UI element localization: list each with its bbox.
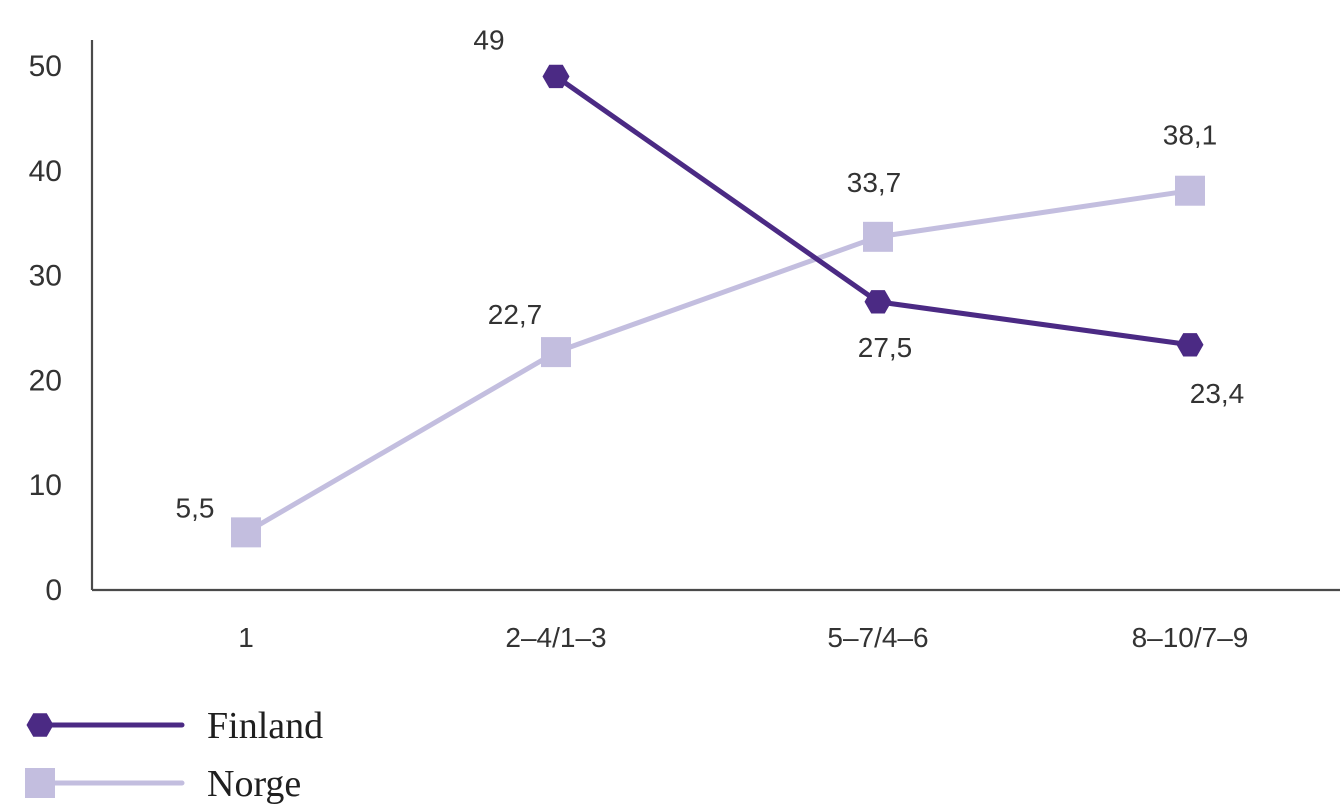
data-point-norge (541, 337, 571, 367)
x-tick-label: 2–4/1–3 (505, 622, 606, 653)
axes: 0 10 20 30 40 50 1 2–4/1–3 5–7/4–6 8–10/7–9 (29, 40, 1340, 653)
x-tick-label: 5–7/4–6 (827, 622, 928, 653)
data-label-finland: 49 (473, 24, 504, 55)
data-label-finland: 27,5 (858, 332, 913, 363)
y-tick-label: 0 (45, 574, 62, 607)
data-point-finland (1177, 333, 1204, 356)
data-label-finland: 23,4 (1190, 378, 1245, 409)
data-point-norge (1175, 176, 1205, 206)
series-line-norge (246, 191, 1190, 533)
y-tick-label: 40 (29, 155, 62, 188)
data-point-norge (231, 517, 261, 547)
legend-label-finland: Finland (207, 705, 323, 747)
y-tick-label: 30 (29, 260, 62, 293)
data-label-norge: 5,5 (176, 492, 215, 523)
data-label-norge: 22,7 (488, 299, 543, 330)
data-point-norge (863, 222, 893, 252)
legend-label-norge: Norge (207, 763, 301, 805)
x-tick-label: 1 (238, 622, 254, 653)
y-tick-label: 20 (29, 364, 62, 397)
legend: Finland Norge (25, 705, 323, 805)
legend-marker-finland (27, 713, 54, 736)
x-tick-label: 8–10/7–9 (1132, 622, 1249, 653)
legend-marker-norge (25, 768, 55, 798)
legend-item-finland: Finland (27, 705, 324, 747)
y-tick-label: 50 (29, 50, 62, 83)
data-labels: 49 27,5 23,4 5,5 22,7 33,7 38,1 (176, 24, 1245, 523)
data-label-norge: 38,1 (1163, 120, 1218, 151)
data-label-norge: 33,7 (847, 167, 902, 198)
y-tick-label: 10 (29, 469, 62, 502)
series-layer (231, 65, 1205, 548)
legend-item-norge: Norge (25, 763, 301, 805)
